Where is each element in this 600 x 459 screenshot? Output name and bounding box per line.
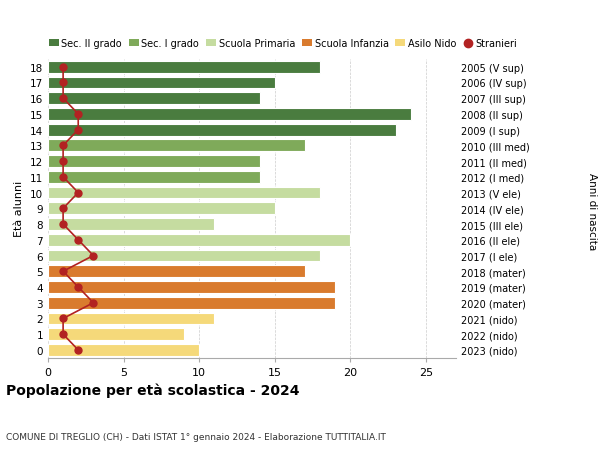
Point (73, 284, 83, 291)
Text: Anni di nascita: Anni di nascita (587, 173, 597, 250)
Bar (48, 77, 275, 89)
Point (73, 111, 83, 118)
Point (89, 299, 98, 307)
Bar (48, 187, 320, 199)
Point (58, 79, 68, 87)
Text: Popolazione per età scolastica - 2024: Popolazione per età scolastica - 2024 (6, 382, 299, 397)
Bar (48, 124, 395, 136)
Bar (48, 218, 214, 230)
Point (73, 190, 83, 197)
Bar (48, 281, 335, 293)
Legend: Sec. II grado, Sec. I grado, Scuola Primaria, Scuola Infanzia, Asilo Nido, Stran: Sec. II grado, Sec. I grado, Scuola Prim… (49, 39, 518, 49)
Point (58, 174, 68, 181)
Point (89, 252, 98, 260)
Bar (48, 235, 350, 246)
Bar (48, 62, 320, 73)
Point (58, 331, 68, 338)
Bar (48, 156, 260, 168)
Bar (48, 313, 214, 325)
Point (58, 315, 68, 322)
Point (58, 142, 68, 150)
Point (58, 64, 68, 71)
Bar (48, 93, 260, 105)
Point (58, 268, 68, 275)
Bar (48, 140, 305, 152)
Bar (48, 250, 320, 262)
Bar (48, 266, 305, 278)
Bar (48, 172, 260, 183)
Y-axis label: Età alunni: Età alunni (14, 181, 25, 237)
Point (73, 236, 83, 244)
Bar (48, 203, 275, 215)
Bar (48, 297, 335, 309)
Bar (48, 344, 199, 356)
Point (58, 205, 68, 213)
Text: COMUNE DI TREGLIO (CH) - Dati ISTAT 1° gennaio 2024 - Elaborazione TUTTITALIA.IT: COMUNE DI TREGLIO (CH) - Dati ISTAT 1° g… (6, 431, 386, 441)
Bar (48, 109, 410, 121)
Point (73, 127, 83, 134)
Bar (48, 329, 184, 341)
Point (58, 158, 68, 165)
Point (73, 347, 83, 354)
Point (58, 95, 68, 103)
Point (58, 221, 68, 228)
